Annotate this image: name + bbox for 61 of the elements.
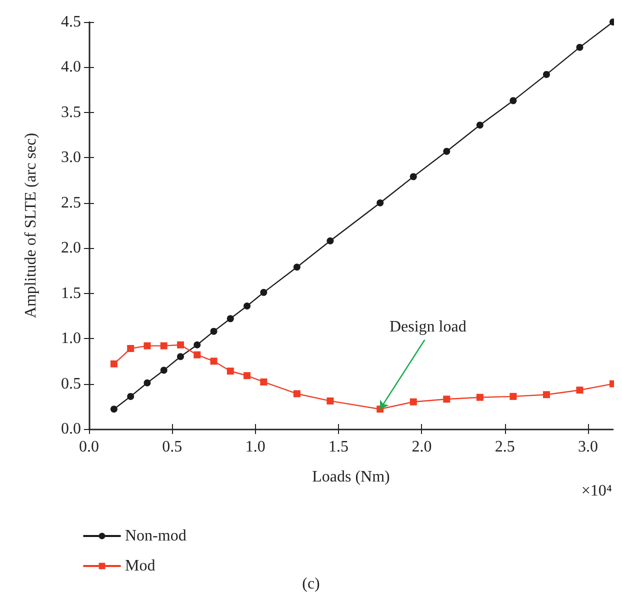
point bbox=[226, 315, 234, 322]
point bbox=[176, 341, 184, 348]
y-tick-label: 4.0 bbox=[61, 58, 81, 76]
point bbox=[127, 392, 134, 400]
point bbox=[542, 391, 550, 398]
x-tick-label: 2.5 bbox=[494, 438, 515, 456]
point bbox=[376, 199, 384, 206]
point bbox=[576, 44, 584, 51]
point bbox=[210, 358, 218, 365]
point bbox=[443, 148, 450, 155]
point bbox=[326, 237, 334, 244]
point bbox=[293, 390, 300, 398]
x-tick-label: 1.0 bbox=[245, 438, 266, 456]
point bbox=[194, 351, 201, 358]
point bbox=[144, 379, 151, 386]
x-tick-label: 3.0 bbox=[578, 438, 598, 456]
point bbox=[194, 341, 201, 348]
y-tick-label: 1.5 bbox=[61, 284, 81, 302]
point bbox=[510, 97, 517, 104]
text: ×10⁴ bbox=[581, 482, 612, 500]
point bbox=[244, 372, 251, 380]
y-tick-label: 1.0 bbox=[61, 330, 81, 348]
point bbox=[160, 342, 168, 350]
point bbox=[510, 392, 517, 400]
point bbox=[443, 396, 450, 403]
point bbox=[476, 122, 484, 129]
y-tick-label: 3.0 bbox=[61, 149, 81, 166]
y-tick-label: 4.5 bbox=[61, 14, 81, 30]
point bbox=[244, 302, 251, 310]
x-tick-label: 1.5 bbox=[328, 438, 349, 456]
annotation: Design load bbox=[389, 318, 466, 336]
point bbox=[226, 368, 234, 375]
y-tick-label: 2.5 bbox=[61, 194, 81, 212]
point bbox=[326, 397, 334, 404]
point bbox=[160, 366, 168, 374]
x-tick-label: 2.0 bbox=[412, 438, 432, 456]
x-tick-label: 0.5 bbox=[162, 438, 182, 456]
point bbox=[110, 406, 118, 413]
point bbox=[110, 360, 118, 368]
point bbox=[144, 342, 151, 350]
legend-label: Non-mod bbox=[125, 528, 186, 544]
y-axis-title: Amplitude of SLTE (arc sec) bbox=[22, 132, 40, 318]
point bbox=[576, 386, 584, 394]
x-axis-title: Loads (Nm) bbox=[312, 468, 390, 486]
legend-label: Mod bbox=[125, 558, 156, 574]
text: (c) bbox=[302, 576, 320, 592]
point bbox=[210, 328, 218, 335]
point bbox=[410, 398, 417, 406]
point bbox=[260, 378, 268, 386]
point bbox=[260, 288, 268, 296]
y-tick-label: 3.5 bbox=[61, 104, 81, 121]
y-tick-label: 0.0 bbox=[61, 420, 81, 438]
point bbox=[293, 264, 300, 271]
point bbox=[177, 353, 184, 360]
point bbox=[127, 345, 134, 352]
x-tick-label: 0.0 bbox=[79, 438, 99, 456]
y-tick-label: 2.0 bbox=[61, 240, 81, 257]
y-tick-label: 0.5 bbox=[61, 375, 81, 392]
point bbox=[542, 70, 550, 78]
point bbox=[476, 394, 484, 401]
point bbox=[410, 173, 417, 180]
